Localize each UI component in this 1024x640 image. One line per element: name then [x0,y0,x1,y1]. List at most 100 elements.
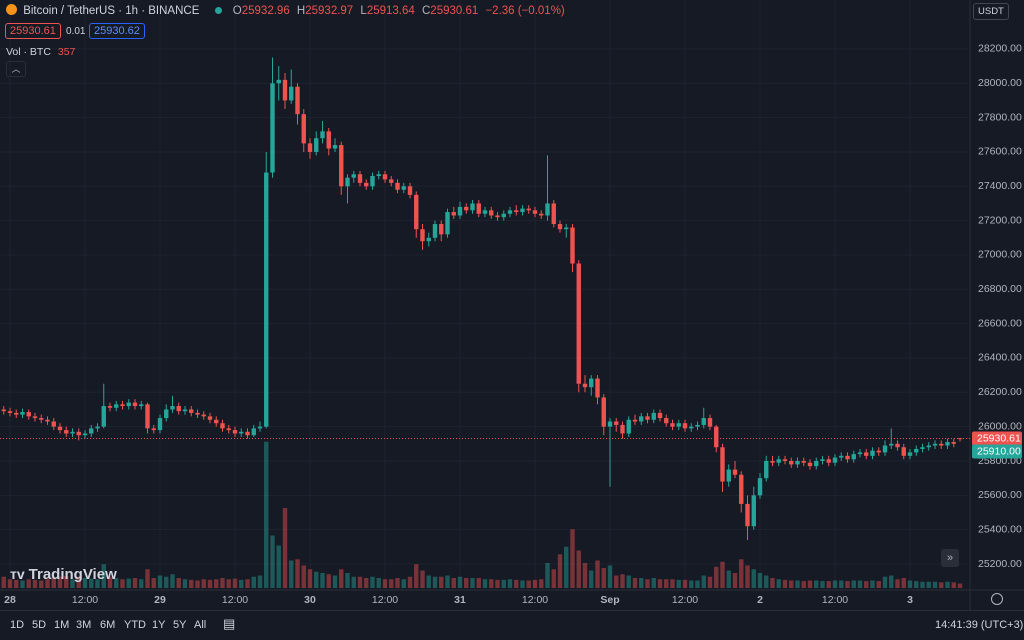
y-tick-label: 25400.00 [978,523,1022,535]
volume-bar [470,578,475,588]
candle-body [639,416,644,422]
volume-bar [407,576,413,588]
volume-bar [545,563,550,588]
candle-body [114,404,119,408]
volume-bar [189,579,194,588]
date-range-button[interactable]: ▤ [223,616,236,631]
range-button[interactable]: 5Y [173,619,187,631]
volume-bar [657,579,663,588]
range-button[interactable]: All [194,619,207,631]
settings-button[interactable] [991,593,1003,605]
candle-body [676,423,681,427]
candle-body [820,459,825,461]
volume-bar [132,578,138,588]
volume-bar [51,578,56,588]
range-button[interactable]: YTD [124,619,146,631]
candle-body [589,378,594,388]
volume-bar [564,546,569,588]
range-button[interactable]: 6M [100,619,116,631]
range-button[interactable]: 1D [10,619,25,631]
volume-bar [164,576,169,588]
candle-body [932,443,938,446]
x-tick-label: 28 [4,594,16,606]
open-value: 25932.96 [241,5,290,17]
volume-bar [445,575,450,588]
volume-label: Vol · BTC [6,46,51,58]
x-tick-label: 12:00 [822,594,848,606]
range-button[interactable]: 5D [32,619,47,631]
collapse-button[interactable]: ︿ [6,61,26,77]
volume-bar [670,579,675,588]
candle-body [645,416,650,420]
candle-body [751,495,756,527]
candle-body [126,402,131,407]
clock: 14:41:39 (UTC+3) [935,619,1024,631]
scroll-to-end[interactable]: » [941,549,959,567]
c-label: C [421,5,431,17]
volume-bar [901,578,906,588]
candle-body [401,186,406,190]
volume-bar [107,576,113,588]
candle-body [689,426,694,429]
volume-bar [376,578,381,588]
buy-button[interactable]: 25930.62 [89,23,145,39]
sell-button[interactable]: 25930.61 [5,23,61,39]
candle-body [839,455,844,458]
volume-bar [439,576,444,588]
volume-bar [832,580,838,588]
volume-bar [301,565,306,588]
candle-body [170,406,175,410]
candle-body [76,431,81,436]
candle-body [889,443,894,446]
x-tick-label: 2 [757,594,763,606]
volume-bar [626,575,631,588]
range-button[interactable]: 3M [76,619,92,631]
candle-body [857,452,863,455]
volume-bar [264,441,269,588]
candle-body [389,179,394,183]
candle-body [451,212,456,216]
volume-bar [664,579,669,588]
x-tick-label: 3 [907,594,913,606]
volume-bar [226,579,231,588]
volume-bar [601,568,606,588]
volume-bar [707,576,713,588]
volume-bar [807,580,813,588]
candle-body [57,426,63,431]
candle-body [207,416,213,420]
volume-bar [170,574,175,588]
volume-bar [814,580,819,588]
logo: ᴛᴠ TradingView [10,566,117,583]
range-button[interactable]: 1M [54,619,70,631]
x-tick-label: 12:00 [522,594,548,606]
candle-body [251,428,256,436]
volume-bar [501,579,506,588]
candle-body [101,406,106,427]
candle-body [326,131,331,149]
volume-bar [7,579,13,588]
volume-bar [270,535,275,588]
range-button[interactable]: 1Y [152,619,166,631]
currency-button[interactable]: USDT [973,3,1009,20]
volume-bar [551,569,556,588]
spread: 0.01 [66,26,86,37]
candle-body [720,447,725,482]
candle-body [539,213,544,216]
candle-body [795,460,800,465]
volume-bar [476,578,481,588]
candle-body [670,423,675,427]
symbol-bar: Bitcoin / TetherUS · 1h · BINANCE O25932… [6,4,565,17]
candle-body [807,462,813,467]
candle-body [232,430,238,434]
volume-bar [320,573,325,588]
volume-bar [101,564,106,588]
volume-bar [326,574,331,588]
candle-body [770,460,775,463]
candle-body [64,430,69,434]
volume-bar [907,580,913,588]
bid-tag-label: 25910.00 [977,445,1021,457]
symbol[interactable]: Bitcoin / TetherUS · 1h · BINANCE [23,5,200,17]
candle-body [951,442,956,444]
x-tick-label: 30 [304,594,316,606]
candle-body [726,469,731,482]
